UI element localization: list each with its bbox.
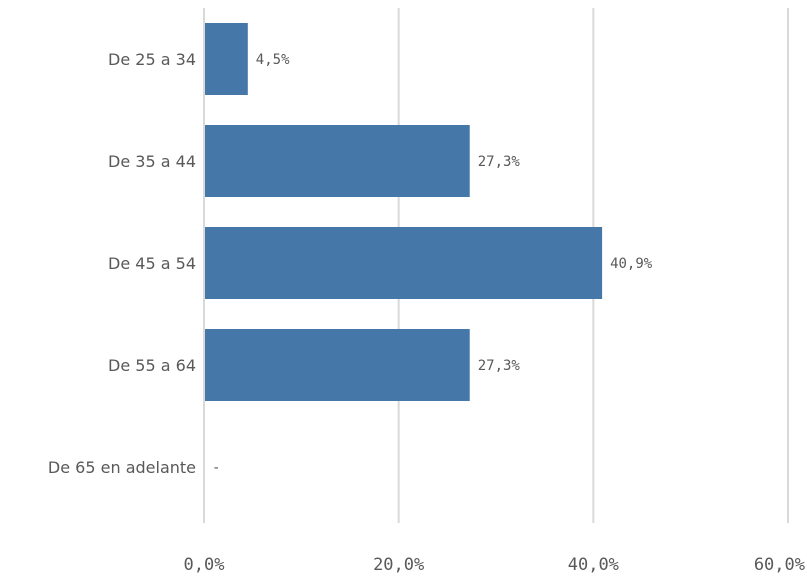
bar [205,23,248,95]
data-label: 27,3% [478,154,521,170]
axis-layer: 0,0% 20,0% 40,0% 60,0% [184,515,805,575]
category-label: De 55 a 64 [108,356,196,375]
x-tick-label: 0,0% [184,555,225,575]
x-tick-label: 40,0% [568,555,619,575]
data-label: 4,5% [256,52,290,68]
x-tick-label: 20,0% [373,555,424,575]
bar [205,227,603,299]
category-label: De 45 a 54 [108,254,196,273]
category-label: De 65 en adelante [48,458,196,477]
x-tick-label: 60,0% [754,555,805,575]
category-label: De 25 a 34 [108,50,196,69]
bar [205,329,470,401]
category-label: De 35 a 44 [108,152,196,171]
bar-layer [205,23,603,401]
data-label: 40,9% [610,256,653,272]
label-layer: De 25 a 34 4,5% De 35 a 44 27,3% De 45 a 54 4… [48,50,653,477]
bar [205,125,470,197]
data-label: - [212,460,220,476]
data-label: 27,3% [478,358,521,374]
